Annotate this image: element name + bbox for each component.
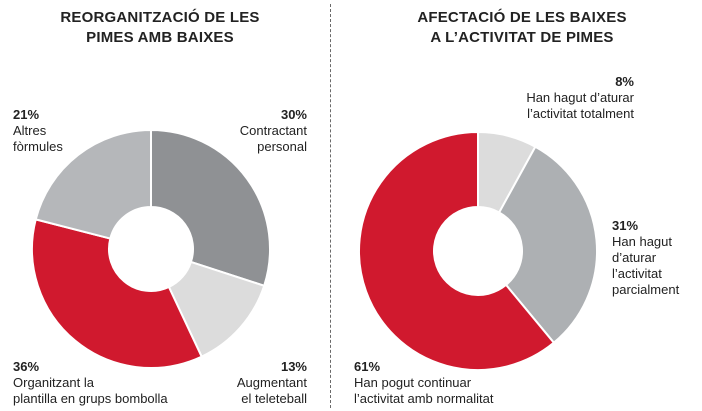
chart-1-label-teletreball: 13% Augmentant el teleteball xyxy=(237,359,307,407)
chart-2-text-parcial-2: d’aturar xyxy=(612,250,657,265)
chart-1-text-bombolla-2: plantilla en grups bombolla xyxy=(13,391,168,406)
chart-1-title-line-1: REORGANITZACIÓ DE LES xyxy=(60,9,260,26)
chart-2-text-parcial-4: parcialment xyxy=(612,282,680,297)
chart-2-title: AFECTACIÓ DE LES BAIXES A L’ACTIVITAT DE… xyxy=(402,8,642,48)
chart-1-text-teletreball-1: Augmentant xyxy=(236,375,307,390)
chart-1-text-contractant-2: personal xyxy=(257,139,307,154)
chart-1-slice-4 xyxy=(34,128,152,240)
chart-1-text-contractant-1: Contractant xyxy=(239,123,307,138)
chart-1-title: REORGANITZACIÓ DE LES PIMES AMB BAIXES xyxy=(40,8,280,48)
chart-2-title-line-1: AFECTACIÓ DE LES BAIXES xyxy=(417,9,627,26)
chart-2-slice-2 xyxy=(497,145,598,345)
chart-2-label-total: 8% Han hagut d’aturar l’activitat totalm… xyxy=(526,74,634,122)
chart-2-label-normalitat: 61% Han pogut continuar l’activitat amb … xyxy=(354,359,493,407)
chart-2-title-line-2: A L’ACTIVITAT DE PIMES xyxy=(430,29,614,46)
chart-1-text-teletreball-2: el teleteball xyxy=(241,391,307,406)
chart-1-label-contractant: 30% Contractant personal xyxy=(240,107,307,155)
chart-1-text-altres-2: fòrmules xyxy=(13,139,63,154)
chart-2-text-normalitat-1: Han pogut continuar xyxy=(354,375,472,390)
chart-2-text-parcial-3: l’activitat xyxy=(612,266,662,281)
chart-2-label-parcial: 31% Han hagut d’aturar l’activitat parci… xyxy=(612,218,679,298)
chart-1-slice-3 xyxy=(31,218,203,369)
chart-2-text-total-2: l’activitat totalment xyxy=(527,106,634,121)
chart-2-text-normalitat-2: l’activitat amb normalitat xyxy=(354,391,494,406)
chart-2-text-total-1: Han hagut d’aturar xyxy=(526,90,634,105)
chart-1-text-altres-1: Altres xyxy=(13,123,47,138)
chart-2-slice-3 xyxy=(358,130,556,371)
chart-1-title-line-2: PIMES AMB BAIXES xyxy=(86,29,234,46)
chart-1-pct-bombolla: 36% xyxy=(13,359,40,374)
chart-2-pct-normalitat: 61% xyxy=(354,359,381,374)
chart-1-slice-1 xyxy=(150,128,271,288)
chart-1-pct-teletreball: 13% xyxy=(280,359,307,374)
chart-1-pct-altres: 21% xyxy=(13,107,40,122)
chart-2-pct-parcial: 31% xyxy=(612,218,639,233)
panel-divider xyxy=(330,4,331,408)
chart-2-text-parcial-1: Han hagut xyxy=(612,234,672,249)
chart-1-text-bombolla-1: Organitzant la xyxy=(13,375,94,390)
chart-1-label-bombolla: 36% Organitzant la plantilla en grups bo… xyxy=(13,359,168,407)
chart-2-pct-total: 8% xyxy=(615,74,634,89)
chart-1-label-altres: 21% Altres fòrmules xyxy=(13,107,63,155)
chart-1-pct-contractant: 30% xyxy=(280,107,307,122)
